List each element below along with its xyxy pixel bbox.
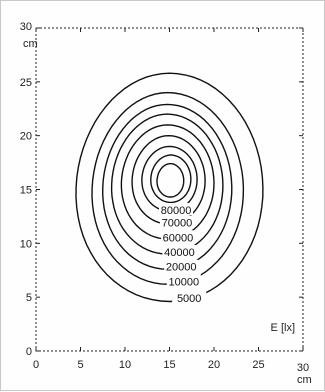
contour-label-bg (160, 230, 195, 243)
contour-line (110, 113, 224, 255)
x-tick-label: 30 (297, 362, 309, 374)
y-tick-label: 30 (20, 21, 32, 33)
x-tick-label: 5 (77, 359, 83, 371)
y-unit-label: cm (23, 38, 38, 50)
x-tick-label: 10 (119, 359, 131, 371)
x-tick-label: 0 (33, 359, 39, 371)
contour-level-label: 60000 (163, 232, 194, 244)
y-tick-label: 5 (26, 292, 32, 304)
x-axis: 0 5 10 15 20 25 30 (33, 28, 309, 374)
contour-level-label: 80000 (161, 205, 192, 217)
contour-label-bg (164, 259, 199, 272)
contour-line (150, 154, 192, 204)
y-axis: 0 5 10 15 20 25 30 (20, 21, 303, 358)
contour-line (75, 72, 264, 303)
contour-line (101, 103, 233, 270)
contour-level-label: 40000 (164, 247, 195, 259)
x-tick-label: 15 (163, 359, 175, 371)
contour-level-label: 5000 (177, 293, 201, 305)
x-unit-label: cm (297, 374, 312, 386)
contour-label-bg (172, 291, 207, 304)
contour-line (91, 91, 245, 285)
contour-level-label: 20000 (166, 262, 197, 274)
y-tick-label: 25 (20, 77, 32, 89)
quantity-label: E [lx] (271, 322, 295, 334)
contour-line (156, 163, 185, 198)
contour-label-bg (159, 215, 194, 228)
x-tick-label: 20 (208, 359, 220, 371)
y-tick-label: 10 (20, 238, 32, 250)
contour-label-bg (166, 274, 201, 287)
contour-level-label: 70000 (162, 218, 193, 230)
y-tick-label: 20 (20, 131, 32, 143)
contour-label-bg (159, 203, 194, 216)
contour-label-bg (162, 245, 197, 258)
contour-level-label: 10000 (169, 276, 200, 288)
y-tick-label: 0 (26, 346, 32, 358)
y-tick-label: 15 (20, 185, 32, 197)
x-tick-label: 25 (252, 359, 264, 371)
